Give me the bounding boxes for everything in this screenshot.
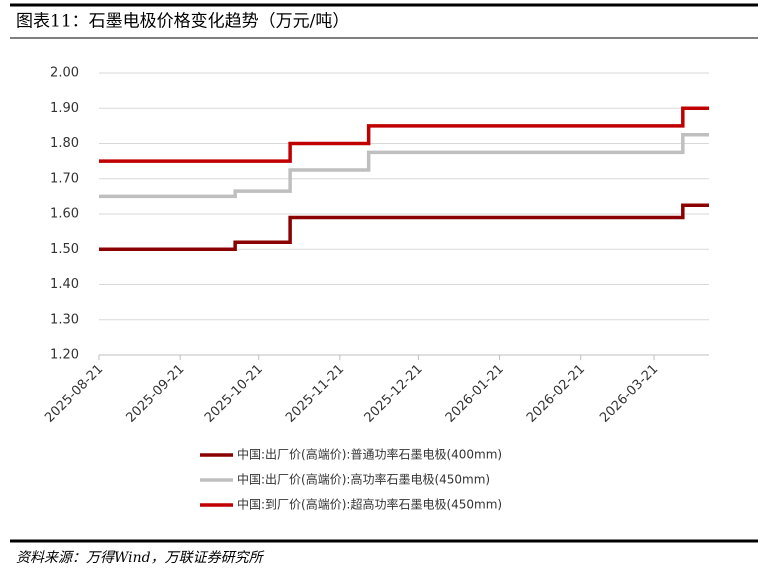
series-line bbox=[99, 203, 709, 251]
x-tick-label: 2026-01-21 bbox=[443, 362, 507, 426]
x-tick-label: 2026-03-21 bbox=[597, 362, 661, 426]
legend-label: 中国:到厂价(高端价):超高功率石墨电极(450mm) bbox=[237, 497, 502, 512]
legend-label: 中国:出厂价(高端价):高功率石墨电极(450mm) bbox=[237, 472, 490, 487]
series-line bbox=[99, 132, 709, 199]
y-tick-label: 2.00 bbox=[50, 66, 79, 81]
series-line bbox=[99, 106, 709, 163]
y-tick-label: 1.90 bbox=[50, 101, 79, 116]
y-tick-label: 1.70 bbox=[50, 171, 79, 186]
y-tick-label: 1.20 bbox=[50, 348, 79, 363]
y-tick-label: 1.40 bbox=[50, 277, 79, 292]
x-tick-label: 2025-08-21 bbox=[42, 362, 106, 426]
chart-title: 图表11：石墨电极价格变化趋势（万元/吨） bbox=[16, 12, 349, 32]
x-tick-label: 2025-11-21 bbox=[283, 362, 347, 426]
y-tick-label: 1.60 bbox=[50, 207, 79, 222]
y-tick-label: 1.80 bbox=[50, 136, 79, 151]
x-tick-label: 2025-10-21 bbox=[202, 362, 266, 426]
y-tick-label: 1.50 bbox=[50, 242, 79, 257]
x-tick-label: 2025-12-21 bbox=[362, 362, 426, 426]
source: 资料来源：万得Wind，万联证券研究所 bbox=[16, 550, 265, 566]
y-tick-label: 1.30 bbox=[50, 312, 79, 327]
x-tick-label: 2026-02-21 bbox=[524, 362, 588, 426]
legend-label: 中国:出厂价(高端价):普通功率石墨电极(400mm) bbox=[237, 447, 502, 462]
x-tick-label: 2025-09-21 bbox=[123, 362, 187, 426]
